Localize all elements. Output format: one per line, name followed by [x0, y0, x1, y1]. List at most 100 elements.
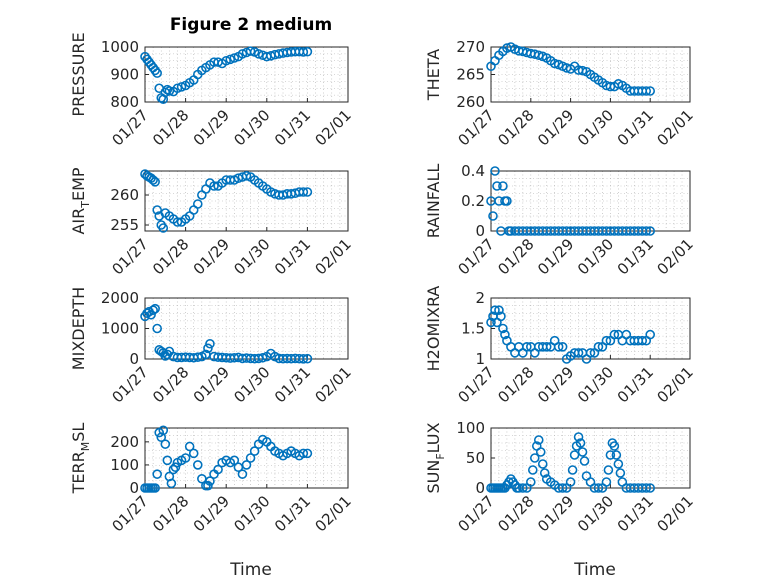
x-tick-label: 01/31 [614, 492, 657, 535]
data-point [237, 49, 248, 59]
data-point [229, 53, 240, 63]
data-point [184, 441, 195, 452]
data-point [257, 352, 268, 363]
y-tick-label: 1000 [101, 38, 139, 56]
y-tick-label: 100 [110, 456, 139, 474]
data-point [498, 181, 508, 191]
data-point [168, 464, 179, 475]
x-tick-label: 01/30 [230, 106, 273, 149]
y-tick-label: 0 [129, 350, 139, 368]
data-point [188, 448, 199, 459]
data-point [533, 50, 544, 61]
data-point [605, 450, 616, 460]
data-point [615, 468, 626, 478]
data-point [613, 459, 624, 469]
data-point [152, 469, 162, 479]
x-tick-label: 02/01 [312, 106, 355, 149]
data-point [148, 175, 158, 185]
y-axis-label-0: PRESSURE [69, 32, 88, 116]
x-tick-label: 02/01 [312, 363, 355, 406]
x-tick-label: 01/27 [455, 492, 498, 535]
data-point [302, 187, 313, 197]
y-tick-label: 260 [110, 186, 139, 204]
data-point [192, 352, 203, 362]
y-tick-label: 0 [475, 479, 485, 497]
data-point [205, 476, 215, 486]
y-tick-label: 800 [110, 93, 139, 111]
data-point [641, 483, 652, 493]
x-tick-label: 01/30 [230, 363, 273, 406]
x-tick-label: 01/27 [109, 235, 152, 278]
y-tick-label: 900 [110, 66, 139, 84]
x-tick-label: 01/27 [109, 106, 152, 149]
x-tick-label: 01/27 [109, 492, 152, 535]
data-point [593, 483, 604, 493]
data-point [539, 468, 550, 478]
data-point [160, 439, 171, 449]
subplot-grid: 800900100001/2701/2801/2901/3001/3102/01… [69, 32, 697, 535]
data-point [577, 447, 588, 457]
data-point [170, 462, 181, 473]
x-tick-label: 02/01 [654, 106, 697, 149]
data-point [203, 343, 213, 354]
data-point [158, 223, 169, 233]
x-tick-label: 01/30 [230, 235, 273, 278]
y-tick-label: 0.4 [461, 162, 485, 180]
data-point [164, 86, 175, 96]
data-point [537, 459, 548, 469]
y-axis-label-3: RAINFALL [424, 164, 443, 239]
x-tick-label: 01/27 [455, 363, 498, 406]
data-point [601, 477, 612, 487]
y-axis-label-2: AIRTEMP [69, 167, 92, 234]
data-point [249, 446, 260, 456]
data-point [192, 460, 203, 470]
x-tick-label: 01/30 [574, 492, 617, 535]
data-point [298, 47, 309, 57]
x-tick-label: 02/01 [654, 235, 697, 278]
x-tick-label: 01/28 [149, 106, 192, 149]
x-axis-label-left: Time [229, 560, 272, 580]
x-tick-label: 01/29 [534, 235, 577, 278]
data-point [565, 477, 576, 487]
data-point [152, 68, 162, 78]
y-tick-label: 270 [456, 38, 485, 56]
data-point [494, 305, 504, 316]
data-point [150, 303, 160, 314]
data-point [529, 453, 540, 463]
data-point [209, 181, 219, 191]
data-point [605, 81, 616, 92]
data-point [611, 450, 622, 460]
data-point [162, 84, 173, 95]
data-point [302, 46, 313, 57]
data-point [237, 469, 248, 479]
x-tick-label: 01/28 [494, 235, 537, 278]
y-tick-label: 50 [466, 449, 485, 467]
axes-box [144, 170, 349, 232]
x-tick-label: 01/27 [109, 363, 152, 406]
y-tick-label: 2000 [101, 289, 139, 307]
x-tick-label: 01/28 [494, 492, 537, 535]
data-point [645, 329, 656, 340]
figure-title: Figure 2 medium [170, 15, 332, 35]
data-point [192, 199, 203, 209]
x-tick-label: 01/29 [190, 106, 233, 149]
x-tick-label: 02/01 [654, 492, 697, 535]
data-point [502, 196, 512, 206]
data-point [585, 348, 596, 358]
data-point [645, 226, 656, 236]
data-point [641, 226, 652, 236]
y-tick-label: 100 [456, 419, 485, 437]
x-tick-label: 01/28 [149, 363, 192, 406]
x-tick-label: 01/30 [574, 106, 617, 149]
data-point [569, 450, 580, 460]
data-point [603, 465, 614, 475]
data-point [298, 354, 309, 364]
x-tick-label: 01/27 [455, 106, 498, 149]
data-point [298, 187, 309, 197]
